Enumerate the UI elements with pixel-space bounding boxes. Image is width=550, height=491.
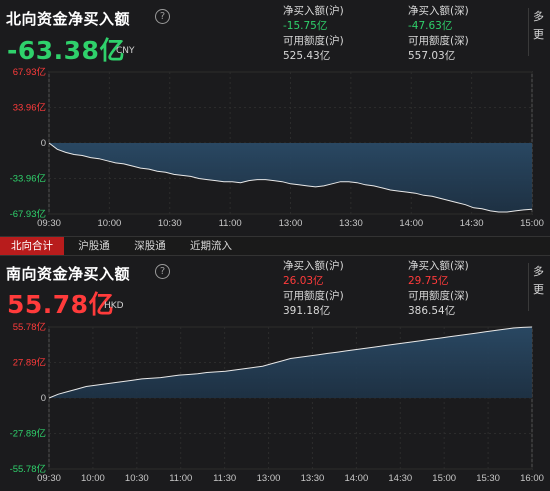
north-y-tick-label: 0: [41, 138, 46, 149]
north-sz-net-label: 净买入额(深): [408, 5, 469, 17]
north-x-tick-label: 14:30: [460, 218, 484, 229]
north-series-line: [48, 142, 533, 213]
north-y-tick-label: -33.96亿: [10, 173, 46, 185]
south-more-button[interactable]: 多 更: [528, 263, 548, 311]
south-x-tick-label: 11:30: [213, 473, 236, 484]
south-sz-quota-value: 386.54亿: [408, 305, 456, 317]
south-x-tick-label: 15:00: [432, 473, 456, 484]
south-sh-quota-value: 391.18亿: [283, 305, 331, 317]
north-help-icon[interactable]: ?: [155, 9, 170, 24]
south-x-tick-label: 09:30: [37, 473, 61, 484]
north-unit: CNY: [116, 46, 135, 56]
north-more-button[interactable]: 多 更: [528, 8, 548, 56]
north-x-tick-label: 15:00: [520, 218, 544, 229]
south-title: 南向资金净买入额: [6, 265, 131, 283]
north-sh-quota-value: 525.43亿: [283, 50, 331, 62]
north-y-tick-label: 67.93亿: [13, 66, 46, 78]
tab-shanghai-connect[interactable]: 沪股通: [78, 240, 110, 252]
south-sz-quota-label: 可用额度(深): [408, 290, 469, 302]
south-x-tick-label: 13:00: [257, 473, 281, 484]
south-y-tick-label: 0: [41, 393, 46, 404]
north-sh-net-label: 净买入额(沪): [283, 5, 344, 17]
south-x-tick-label: 14:00: [344, 473, 368, 484]
south-area-fill: [49, 327, 532, 398]
north-x-tick-label: 11:00: [219, 218, 242, 229]
south-x-tick-label: 10:30: [125, 473, 149, 484]
north-sz-quota-value: 557.03亿: [408, 50, 456, 62]
south-y-tick-label: -55.78亿: [10, 463, 46, 475]
north-sh-net-value: -15.75亿: [283, 20, 328, 32]
south-x-tick-label: 14:30: [388, 473, 412, 484]
north-sz-quota-label: 可用额度(深): [408, 35, 469, 47]
north-y-tick-label: -67.93亿: [10, 208, 46, 220]
south-sh-net-label: 净买入额(沪): [283, 260, 344, 272]
south-help-icon[interactable]: ?: [155, 264, 170, 279]
south-x-tick-label: 13:30: [301, 473, 325, 484]
south-sh-net-value: 26.03亿: [283, 275, 324, 287]
north-x-tick-label: 09:30: [37, 218, 61, 229]
tab-bar: 北向合计 沪股通 深股通 近期流入: [0, 236, 550, 256]
north-y-tick-label: 33.96亿: [13, 102, 46, 114]
south-x-tick-label: 16:00: [520, 473, 544, 484]
south-y-tick-label: 27.89亿: [13, 357, 46, 369]
south-y-tick-label: -27.89亿: [10, 428, 46, 440]
south-x-tick-label: 15:30: [476, 473, 500, 484]
north-title: 北向资金净买入额: [6, 10, 131, 28]
south-x-tick-label: 11:00: [169, 473, 192, 484]
north-x-tick-label: 14:00: [399, 218, 423, 229]
south-net-value: 55.78亿: [7, 290, 115, 319]
tab-shenzhen-connect[interactable]: 深股通: [134, 240, 166, 252]
north-area-fill: [49, 143, 532, 212]
north-sh-quota-label: 可用额度(沪): [283, 35, 344, 47]
tab-recent-inflow[interactable]: 近期流入: [190, 240, 232, 252]
south-series-line: [48, 326, 533, 399]
north-x-tick-label: 10:30: [158, 218, 182, 229]
south-sh-quota-label: 可用额度(沪): [283, 290, 344, 302]
south-sz-net-label: 净买入额(深): [408, 260, 469, 272]
tab-north-total[interactable]: 北向合计: [0, 237, 64, 255]
south-x-tick-label: 10:00: [81, 473, 105, 484]
north-x-tick-label: 13:30: [339, 218, 363, 229]
north-sz-net-value: -47.63亿: [408, 20, 453, 32]
north-net-value: -63.38亿: [7, 36, 125, 65]
north-x-tick-label: 13:00: [279, 218, 303, 229]
north-x-tick-label: 10:00: [97, 218, 121, 229]
south-unit: HKD: [104, 301, 124, 311]
south-sz-net-value: 29.75亿: [408, 275, 449, 287]
south-y-tick-label: 55.78亿: [13, 321, 46, 333]
